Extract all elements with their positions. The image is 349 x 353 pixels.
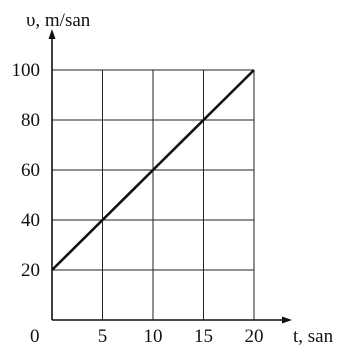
y-tick-label: 60: [21, 160, 40, 181]
x-tick-label: 10: [144, 326, 163, 347]
x-axis-arrow: [282, 316, 292, 324]
y-axis-arrow: [48, 29, 56, 39]
series: [51, 69, 255, 271]
x-axis-label: t, san: [293, 326, 334, 347]
grid: [52, 69, 255, 320]
y-axis-label: υ, m/san: [26, 10, 91, 31]
x-tick-label: 5: [98, 326, 108, 347]
y-tick-label: 80: [21, 110, 40, 131]
tick-labels: 5 10 15 20 20 40 60 80 100: [12, 60, 264, 347]
y-tick-label: 20: [21, 260, 40, 281]
x-tick-label: 15: [194, 326, 213, 347]
y-tick-label: 40: [21, 210, 40, 231]
origin-label: 0: [30, 326, 40, 347]
axes: [48, 29, 292, 324]
y-tick-label: 100: [12, 60, 41, 81]
series-line: [51, 69, 255, 271]
x-tick-label: 20: [245, 326, 264, 347]
